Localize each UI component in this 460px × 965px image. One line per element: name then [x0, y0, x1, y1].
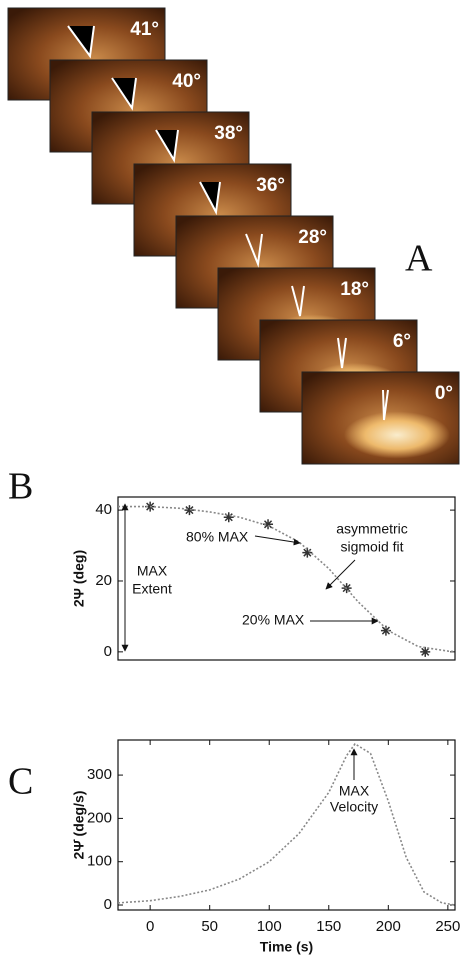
x-tick-label: 150 [316, 918, 341, 935]
figure: 41° 40° 38° 36° 28° 18° 6° 0° A B 2Ψ (deg) 0 20 40 8… [0, 0, 460, 960]
annotation: Extent [132, 581, 172, 597]
y-tick-label: 40 [95, 501, 112, 518]
annotation: 80% MAX [186, 529, 249, 545]
curve [118, 744, 455, 905]
y-tick-label: 0 [104, 643, 112, 660]
y-tick-label: 100 [87, 853, 112, 870]
panel-label: C [8, 761, 33, 803]
angle-label: 0° [435, 383, 453, 404]
panel-a: 41° 40° 38° 36° 28° 18° 6° 0° [8, 8, 459, 464]
annotation: asymmetric [336, 521, 408, 537]
annotation-arrow [326, 560, 355, 589]
angle-label: 6° [393, 331, 411, 352]
y-tick-label: 200 [87, 809, 112, 826]
y-tick-label: 0 [104, 896, 112, 913]
plot-frame [118, 740, 455, 910]
y-axis-label: 2Ψ̇ (deg/s) [71, 791, 87, 860]
annotation: 20% MAX [242, 612, 305, 628]
annotation: Velocity [330, 799, 378, 815]
panel-label: A [405, 238, 433, 280]
panel-label: B [8, 466, 33, 508]
data-point [224, 512, 234, 522]
annotation: MAX [137, 563, 168, 579]
x-tick-label: 0 [146, 918, 154, 935]
y-axis-label: 2Ψ (deg) [71, 550, 87, 607]
y-tick-label: 300 [87, 766, 112, 783]
angle-label: 28° [298, 227, 327, 248]
x-tick-label: 100 [257, 918, 282, 935]
annotation: MAX [339, 783, 370, 799]
x-tick-label: 50 [201, 918, 218, 935]
y-tick-label: 20 [95, 572, 112, 589]
frame-highlight [344, 412, 450, 459]
annotation: sigmoid fit [340, 539, 403, 555]
angle-label: 41° [130, 19, 159, 40]
angle-label: 40° [172, 71, 201, 92]
angle-label: 36° [256, 175, 285, 196]
x-tick-label: 200 [376, 918, 401, 935]
x-axis-label: Time (s) [260, 939, 313, 955]
data-point [184, 505, 194, 515]
x-tick-label: 250 [435, 918, 460, 935]
video-frame: 0° [302, 372, 459, 464]
angle-label: 38° [214, 123, 243, 144]
angle-label: 18° [340, 279, 369, 300]
